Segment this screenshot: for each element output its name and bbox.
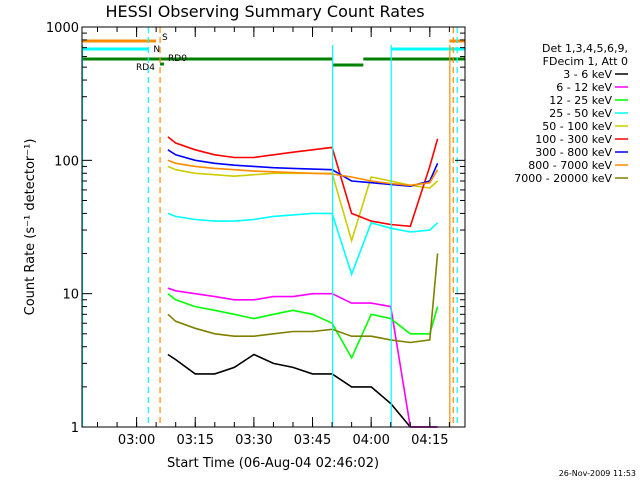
legend-entry-label: 50 - 100 keV <box>542 120 612 133</box>
legend-title-line-1: Det 1,3,4,5,6,9, <box>542 42 628 55</box>
series-line-4 <box>167 212 439 277</box>
x-axis-ticks: 03:00 03:15 03:30 03:45 04:00 04:15 <box>97 27 450 448</box>
legend-entry-label: 25 - 50 keV <box>549 107 612 120</box>
y-axis-label: Count Rate (s⁻¹ detector⁻¹) <box>23 139 38 316</box>
series-line-6 <box>167 136 439 228</box>
plot-frame <box>81 26 466 428</box>
legend-entry-label: 3 - 6 keV <box>563 68 612 81</box>
series-line-9 <box>167 253 439 344</box>
generated-timestamp: 26-Nov-2009 11:53 <box>559 469 636 478</box>
legend-entry-label: 12 - 25 keV <box>549 94 612 107</box>
legend-entry-label: 7000 - 20000 keV <box>514 172 612 185</box>
flag-label-rd4: RD4 <box>136 63 155 73</box>
legend-entry-label: 800 - 7000 keV <box>528 159 612 172</box>
flag-label-n: N <box>153 45 160 55</box>
legend-entry-label: 300 - 800 keV <box>535 146 612 159</box>
x-tick-label: 03:00 <box>118 433 155 448</box>
plot-lines <box>167 136 439 428</box>
legend-title-line-2: FDecim 1, Att 0 <box>543 55 628 68</box>
flag-label-rd0: RD0 <box>168 54 187 64</box>
series-line-7 <box>167 149 439 188</box>
y-tick-label: 1 <box>71 421 79 436</box>
x-tick-label: 04:00 <box>352 433 389 448</box>
y-tick-label: 100 <box>54 154 79 169</box>
series-line-2 <box>167 287 438 428</box>
x-axis-label: Start Time (06-Aug-04 02:46:02) <box>167 456 379 471</box>
series-line-3 <box>167 293 439 360</box>
x-tick-label: 03:30 <box>235 433 272 448</box>
legend: Det 1,3,4,5,6,9, FDecim 1, Att 0 3 - 6 k… <box>514 42 628 185</box>
y-tick-label: 10 <box>62 288 79 303</box>
series-line-1 <box>167 353 438 428</box>
flag-label-s: S <box>162 33 168 43</box>
y-axis-ticks: 1 10 100 1000 <box>46 21 465 436</box>
series-line-8 <box>167 159 439 187</box>
legend-entry-label: 6 - 12 keV <box>556 81 612 94</box>
chart-title: HESSI Observing Summary Count Rates <box>105 2 424 21</box>
legend-entry-label: 100 - 300 keV <box>535 133 612 146</box>
attenuator-flags: SN RD0 RD4 <box>81 27 465 427</box>
x-tick-label: 03:45 <box>294 433 331 448</box>
x-tick-label: 04:15 <box>411 433 448 448</box>
y-tick-label: 1000 <box>46 21 79 36</box>
x-tick-label: 03:15 <box>177 433 214 448</box>
